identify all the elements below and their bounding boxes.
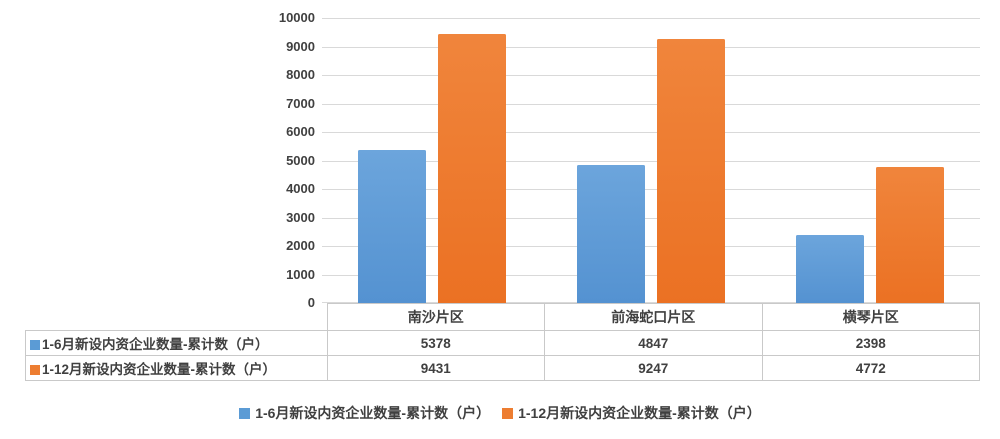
gridline: [322, 132, 980, 133]
value-cell: 5378: [326, 330, 545, 356]
gridline: [322, 103, 980, 105]
value-cell: 4772: [761, 355, 980, 381]
chart-legend: 1-6月新设内资企业数量-累计数（户） 1-12月新设内资企业数量-累计数（户）: [0, 403, 1000, 423]
ytick-label: 6000: [286, 124, 315, 139]
legend-swatch-icon: [239, 407, 251, 419]
gridline: [322, 46, 980, 48]
gridline: [322, 246, 980, 247]
gridline: [322, 302, 980, 303]
series-key-icon: [30, 365, 40, 375]
gridline: [322, 18, 980, 19]
ytick-label: 8000: [286, 67, 315, 82]
table-corner-cell: [26, 304, 328, 331]
ytick-label: 0: [307, 295, 315, 310]
ytick-label: 7000: [286, 95, 315, 111]
table-row: 1-6月新设内资企业数量-累计数（户） 5378 4847 2398: [25, 330, 980, 356]
y-axis: 0 1000 2000 3000 4000 5000 6000 7000 8000 9000 100…: [230, 0, 315, 320]
series-label-cell: 1-6月新设内资企业数量-累计数（户）: [25, 330, 328, 356]
value-cell: 9431: [326, 355, 545, 381]
value-cell: 4847: [544, 330, 763, 356]
value-cell: 9247: [544, 355, 763, 381]
category-header-cell: 横琴片区: [761, 303, 980, 331]
gridline: [322, 75, 980, 76]
value-cell: 2398: [761, 330, 980, 356]
bar-group: [541, 18, 760, 303]
bar: [576, 164, 645, 303]
bar: [876, 167, 945, 303]
gridline: [322, 274, 980, 276]
ytick-label: 9000: [286, 38, 315, 54]
ytick-label: 4000: [286, 181, 315, 196]
category-header-cell: 前海蛇口片区: [544, 303, 763, 331]
gridline: [322, 217, 980, 219]
gridline: [322, 189, 980, 190]
bar: [437, 34, 506, 303]
series-key-icon: [30, 340, 40, 350]
series-label-cell: 1-12月新设内资企业数量-累计数（户）: [25, 355, 328, 381]
legend-swatch-icon: [502, 407, 514, 419]
bar: [656, 39, 725, 303]
bar: [357, 149, 426, 303]
legend-label: 1-12月新设内资企业数量-累计数（户）: [518, 405, 761, 421]
legend-label: 1-6月新设内资企业数量-累计数（户）: [255, 405, 491, 421]
gridline: [322, 160, 980, 162]
ytick-label: 3000: [286, 209, 315, 225]
bar-group: [761, 18, 980, 303]
category-header-cell: 南沙片区: [326, 303, 545, 331]
ytick-label: 1000: [286, 266, 315, 282]
ytick-label: 10000: [278, 10, 315, 25]
plot-area: [322, 18, 980, 303]
table-row: 1-12月新设内资企业数量-累计数（户） 9431 9247 4772: [25, 355, 980, 381]
legend-item: 1-12月新设内资企业数量-累计数（户）: [502, 403, 761, 423]
ytick-label: 2000: [286, 238, 315, 253]
bar-group: [322, 18, 541, 303]
legend-item: 1-6月新设内资企业数量-累计数（户）: [239, 403, 490, 423]
ytick-label: 5000: [286, 152, 315, 168]
chart-data-table: 南沙片区 前海蛇口片区 横琴片区 1-6月新设内资企业数量-累计数（户） 5378 484…: [25, 303, 980, 381]
bar: [796, 234, 865, 303]
